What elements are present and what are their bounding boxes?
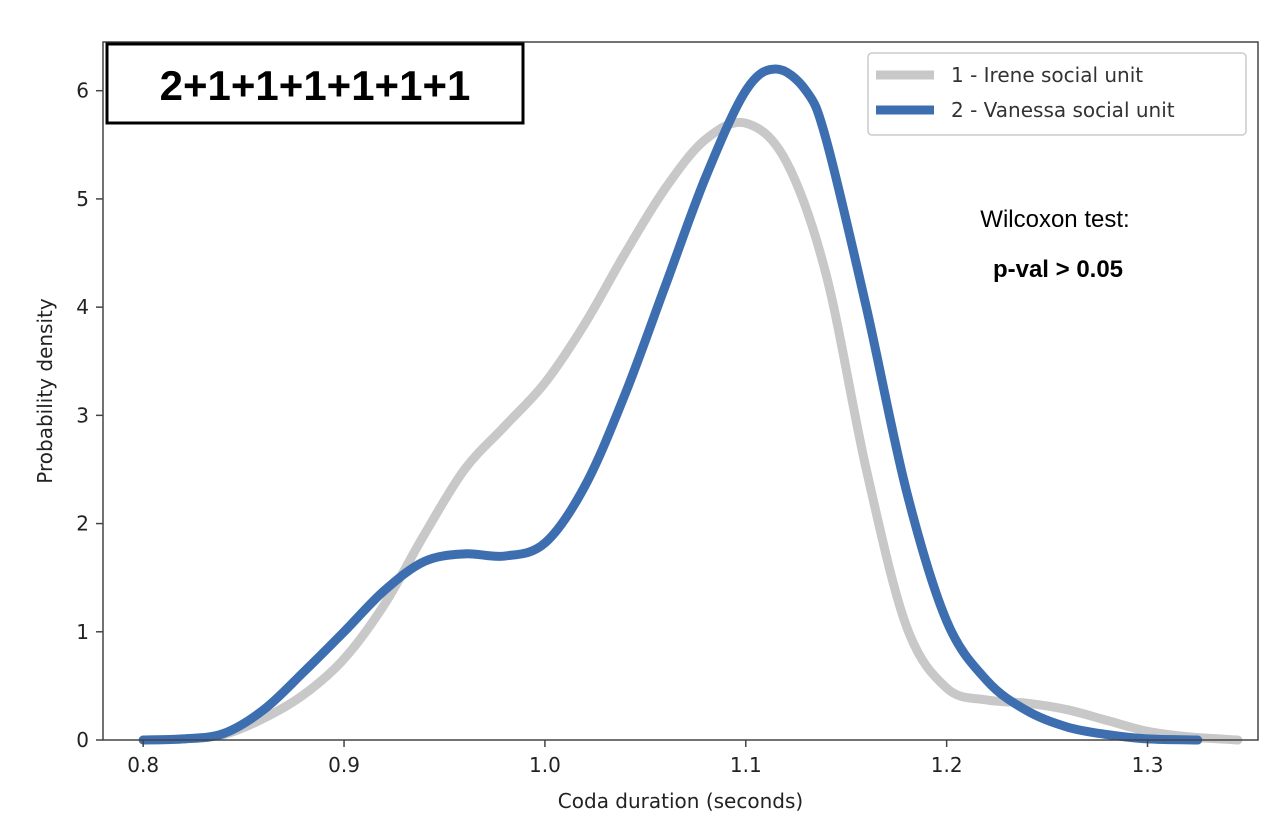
y-tick-label: 3 xyxy=(76,403,89,427)
y-tick-label: 2 xyxy=(76,512,89,536)
legend-label-irene: 1 - Irene social unit xyxy=(951,63,1143,87)
p-value-text: p-val > 0.05 xyxy=(993,256,1123,283)
x-tick-label: 1.0 xyxy=(529,753,561,777)
legend: 1 - Irene social unit 2 - Vanessa social… xyxy=(867,52,1247,136)
x-tick-label: 0.8 xyxy=(127,753,159,777)
x-tick-label: 1.1 xyxy=(730,753,762,777)
y-tick-label: 1 xyxy=(76,620,89,644)
y-tick-label: 6 xyxy=(76,79,89,103)
test-name-text: Wilcoxon test: xyxy=(980,206,1129,233)
series-line-irene xyxy=(138,117,1243,745)
annotation-box: 2+1+1+1+1+1+1 xyxy=(105,42,525,125)
x-tick-label: 0.9 xyxy=(328,753,360,777)
y-tick-label: 4 xyxy=(76,295,89,319)
statistics-annotation: Wilcoxon test: p-val > 0.05 xyxy=(980,206,1129,283)
y-axis-label: Probability density xyxy=(33,298,57,484)
annotation-box-text: 2+1+1+1+1+1+1 xyxy=(160,62,471,109)
x-axis-label: Coda duration (seconds) xyxy=(558,789,803,813)
legend-frame xyxy=(867,52,1247,136)
x-tick-label: 1.3 xyxy=(1132,753,1164,777)
axes-layer: 0.8 0.9 1.0 1.1 1.2 1.3 0 1 2 3 4 5 6 xyxy=(76,79,1163,777)
y-tick-label: 0 xyxy=(76,728,89,752)
plot-frame xyxy=(102,41,1259,741)
x-tick-label: 1.2 xyxy=(931,753,963,777)
y-tick-label: 5 xyxy=(76,187,89,211)
series-layer xyxy=(138,64,1243,745)
legend-label-vanessa: 2 - Vanessa social unit xyxy=(951,98,1175,122)
series-line-vanessa xyxy=(138,64,1203,745)
